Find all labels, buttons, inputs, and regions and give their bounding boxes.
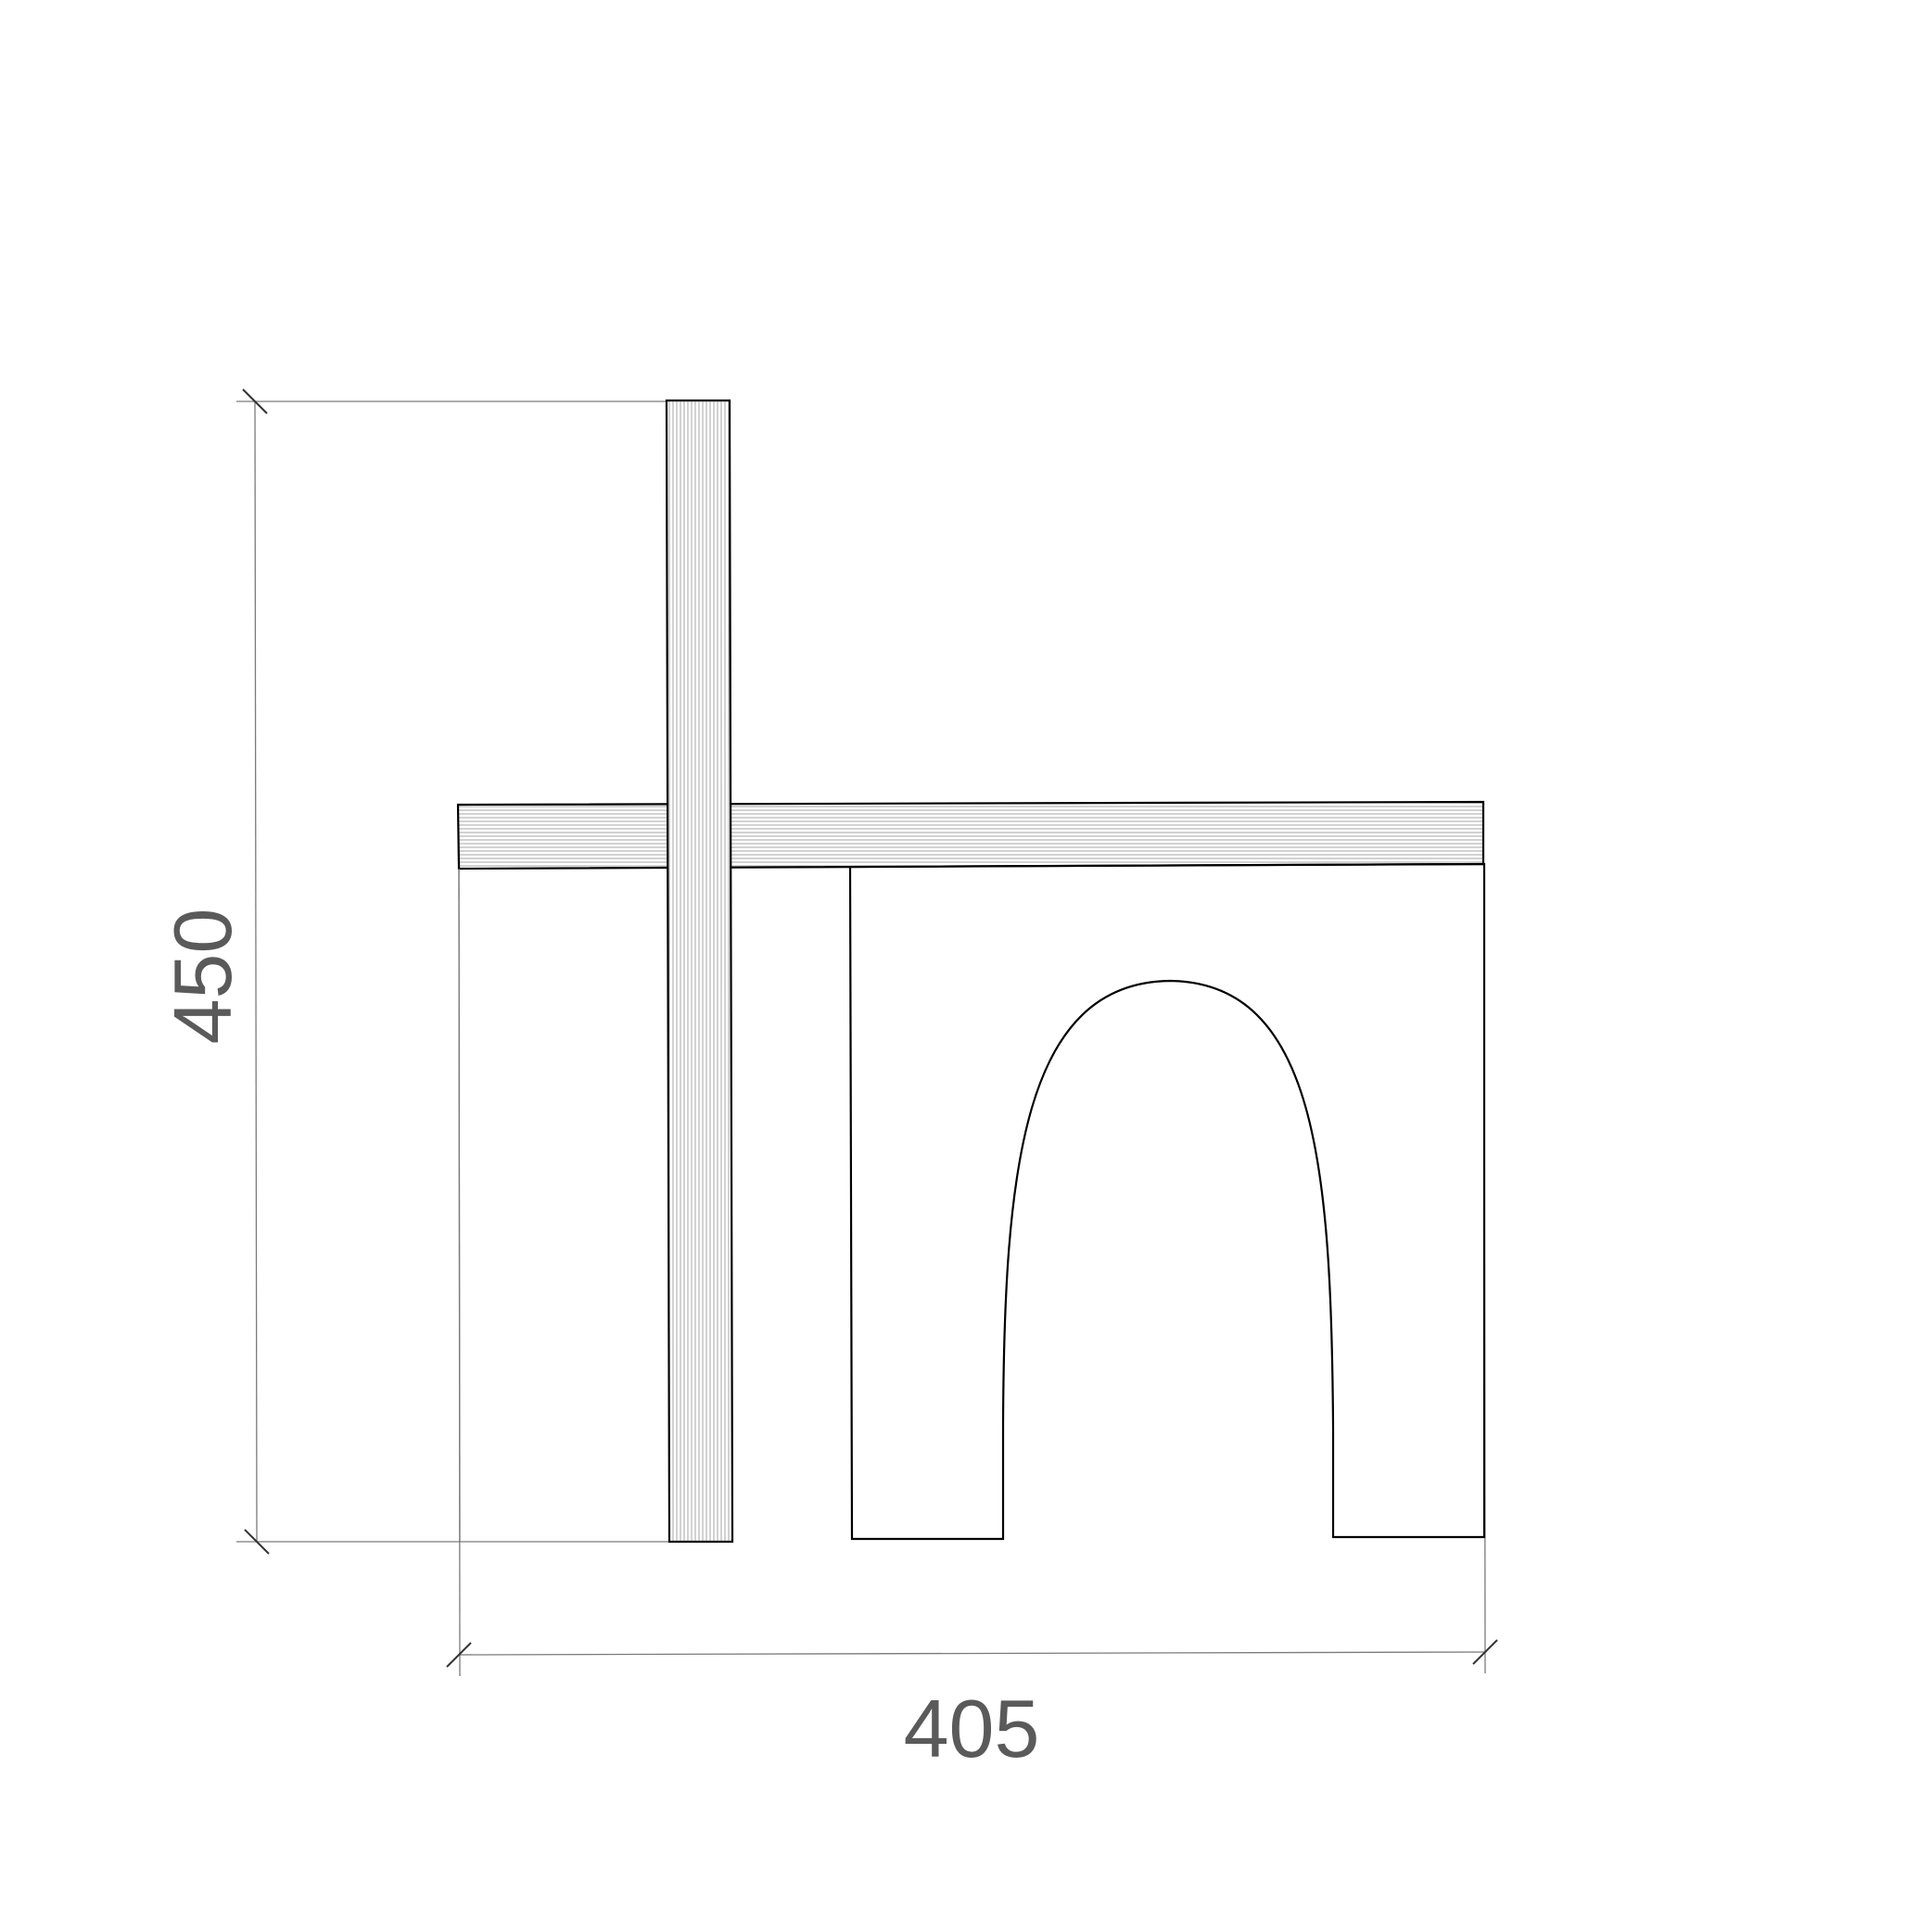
- backrest-board-outline: [665, 399, 734, 1544]
- height-tick-bottom: [244, 1529, 270, 1555]
- height-dimension: 450: [157, 388, 669, 1555]
- height-dimension-line: [254, 400, 258, 1543]
- height-tick-top: [242, 388, 268, 414]
- width-tick-left: [446, 1642, 472, 1668]
- height-label: 450: [157, 909, 248, 1045]
- arch-panel: [848, 862, 1486, 1541]
- width-tick-right: [1472, 1639, 1498, 1665]
- seat-slab-outline: [456, 800, 1485, 871]
- width-dimension-line: [458, 1651, 1486, 1656]
- backrest-board: [665, 399, 734, 1544]
- width-label: 405: [904, 1683, 1040, 1774]
- backrest-board-texture: [667, 400, 732, 1542]
- seat-slab-grain: [458, 802, 1483, 869]
- front-panel-edge: [458, 868, 461, 1543]
- seat-slab: [456, 800, 1485, 871]
